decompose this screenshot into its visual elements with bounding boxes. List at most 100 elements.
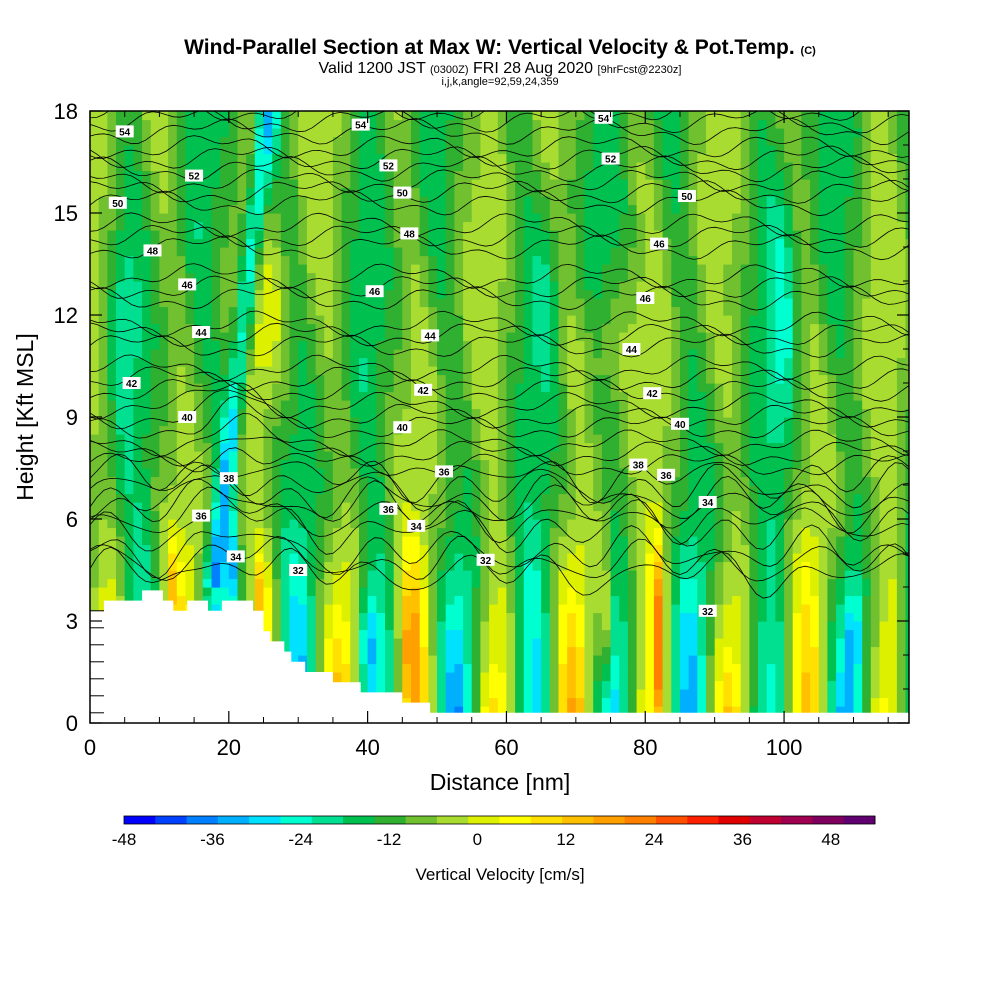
field-cell xyxy=(341,561,351,571)
field-cell xyxy=(315,442,325,452)
field-cell xyxy=(237,519,247,529)
field-cell xyxy=(237,153,247,163)
field-cell xyxy=(680,383,690,393)
field-cell xyxy=(680,289,690,299)
field-cell xyxy=(515,323,525,333)
field-cell xyxy=(549,519,560,529)
field-cell xyxy=(497,459,508,469)
field-cell xyxy=(324,408,334,418)
field-cell xyxy=(662,451,672,461)
field-cell xyxy=(463,527,473,537)
field-cell xyxy=(671,536,681,546)
field-cell xyxy=(168,340,178,350)
field-cell xyxy=(350,527,360,537)
field-cell xyxy=(653,646,664,656)
field-cell xyxy=(194,383,204,393)
field-cell xyxy=(575,340,586,350)
field-cell xyxy=(168,417,178,427)
field-cell xyxy=(228,536,239,546)
field-cell xyxy=(662,672,672,682)
field-cell xyxy=(185,255,195,265)
field-cell xyxy=(506,128,516,138)
field-cell xyxy=(653,510,664,520)
field-cell xyxy=(411,434,421,444)
field-cell xyxy=(411,663,421,673)
field-cell xyxy=(619,221,629,231)
field-cell xyxy=(367,663,377,673)
field-cell xyxy=(541,391,551,401)
field-cell xyxy=(133,459,143,469)
field-cell xyxy=(411,672,421,682)
field-cell xyxy=(428,298,438,308)
field-cell xyxy=(463,357,473,367)
field-cell xyxy=(202,162,213,172)
field-cell xyxy=(367,510,377,520)
field-cell xyxy=(489,289,499,299)
field-cell xyxy=(350,561,360,571)
field-cell xyxy=(202,391,213,401)
field-cell xyxy=(575,493,586,503)
field-cell xyxy=(619,544,629,554)
field-cell xyxy=(107,434,117,444)
field-cell xyxy=(523,425,534,435)
field-cell xyxy=(402,561,412,571)
field-cell xyxy=(497,298,508,308)
field-cell xyxy=(575,425,586,435)
field-cell xyxy=(263,570,273,580)
field-cell xyxy=(306,366,317,376)
field-cell xyxy=(454,595,464,605)
field-cell xyxy=(194,400,204,410)
field-cell xyxy=(489,196,499,206)
field-cell xyxy=(541,561,551,571)
field-cell xyxy=(506,281,516,291)
field-cell xyxy=(272,476,282,486)
field-cell xyxy=(176,434,187,444)
field-cell xyxy=(263,332,273,342)
field-cell xyxy=(411,119,421,129)
field-cell xyxy=(419,527,429,537)
field-cell xyxy=(385,612,395,622)
field-cell xyxy=(280,510,291,520)
field-cell xyxy=(532,527,542,537)
field-cell xyxy=(393,578,403,588)
field-cell xyxy=(627,153,638,163)
field-cell xyxy=(497,196,508,206)
field-cell xyxy=(471,357,481,367)
field-cell xyxy=(480,493,490,503)
field-cell xyxy=(653,264,664,274)
field-cell xyxy=(523,111,534,121)
field-cell xyxy=(306,145,317,155)
field-cell xyxy=(558,706,568,716)
field-cell xyxy=(124,485,134,495)
field-cell xyxy=(627,213,638,223)
field-cell xyxy=(246,536,256,546)
field-cell xyxy=(367,612,377,622)
field-cell xyxy=(515,230,525,240)
field-cell xyxy=(523,663,534,673)
field-cell xyxy=(567,697,577,707)
field-cell xyxy=(272,425,282,435)
field-cell xyxy=(575,476,586,486)
field-cell xyxy=(627,468,638,478)
field-cell xyxy=(428,357,438,367)
field-cell xyxy=(124,417,134,427)
field-cell xyxy=(402,179,412,189)
field-cell xyxy=(506,655,516,665)
field-cell xyxy=(211,272,221,282)
field-cell xyxy=(567,587,577,597)
field-cell xyxy=(359,162,369,172)
field-cell xyxy=(298,272,308,282)
field-cell xyxy=(645,553,655,563)
field-cell xyxy=(662,136,672,146)
field-cell xyxy=(159,289,169,299)
field-cell xyxy=(315,221,325,231)
field-cell xyxy=(627,544,638,554)
field-cell xyxy=(549,247,560,257)
field-cell xyxy=(237,417,247,427)
field-cell xyxy=(454,238,464,248)
field-cell xyxy=(116,459,126,469)
field-cell xyxy=(246,187,256,197)
field-cell xyxy=(324,544,334,554)
field-cell xyxy=(254,170,265,180)
field-cell xyxy=(289,442,299,452)
